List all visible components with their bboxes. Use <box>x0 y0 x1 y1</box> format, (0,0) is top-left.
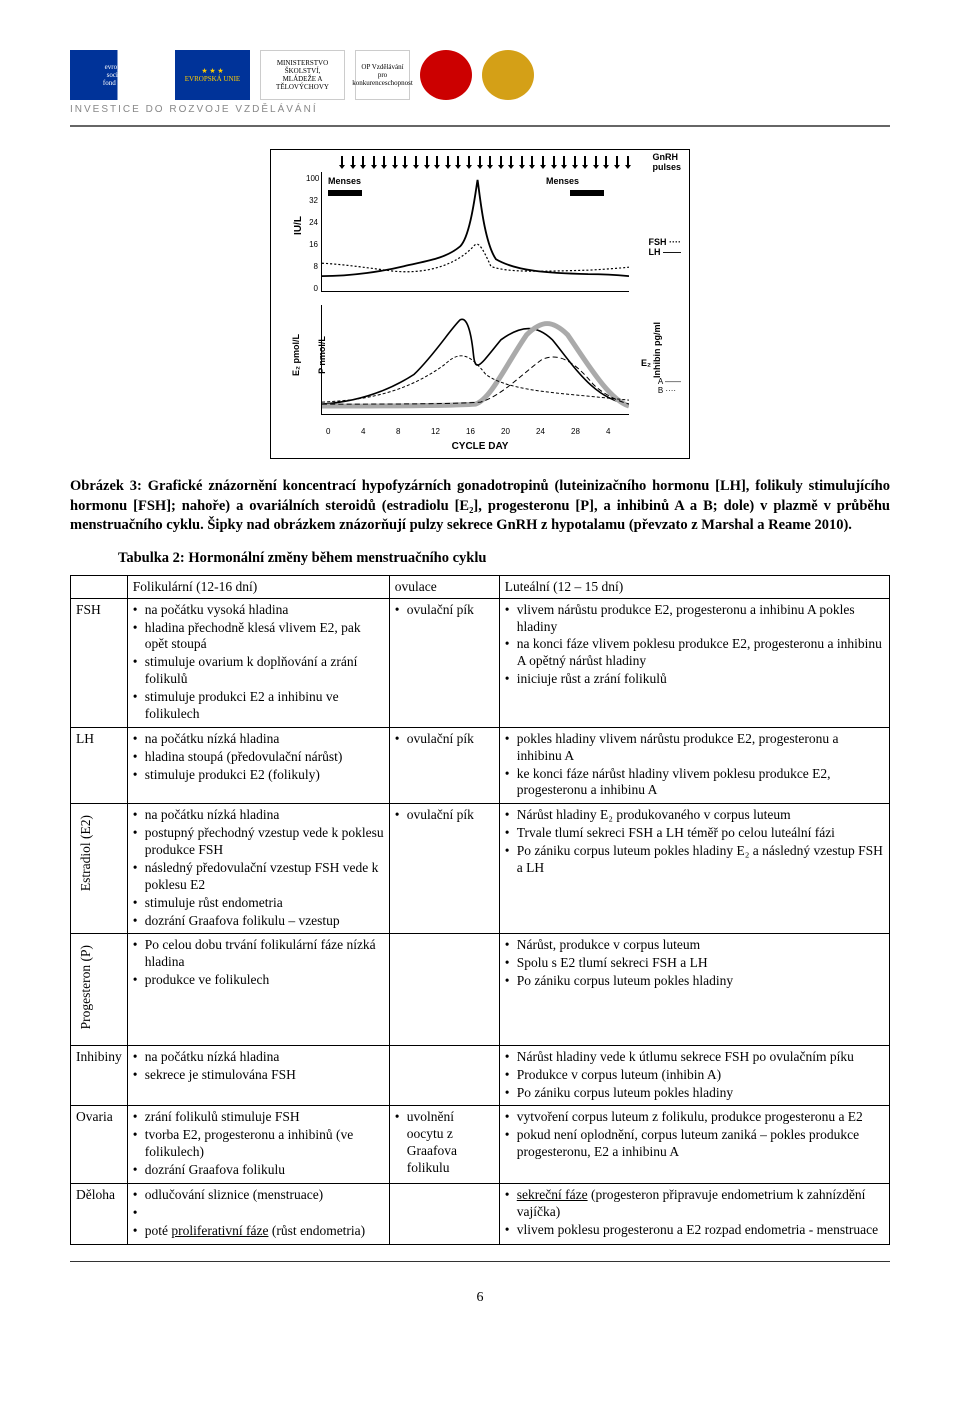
hormone-chart: GnRH pulses Menses Menses IU/L FSH ···· … <box>270 149 690 459</box>
chart-lower-panel <box>321 305 629 415</box>
logo-msmt: MINISTERSTVO ŠKOLSTVÍ,MLÁDEŽE A TĚLOVÝCH… <box>260 50 345 100</box>
y-lower-label-2: P nmol/L <box>317 336 327 374</box>
figure-caption: Obrázek 3: Grafické znázornění koncentra… <box>70 477 890 536</box>
table-title: Tabulka 2: Hormonální změny během menstr… <box>118 550 890 567</box>
table-row: Ovariazrání folikulů stimuluje FSHtvorba… <box>71 1106 890 1184</box>
table-row: Estradiol (E2)na počátku nízká hladinapo… <box>71 804 890 934</box>
logo-uk <box>420 50 472 100</box>
col-folikularni: Folikulární (12-16 dní) <box>127 575 389 598</box>
logo-esf: evropskýsociálnífond v ČR <box>70 50 165 100</box>
table-row: Inhibinyna počátku nízká hladinasekrece … <box>71 1045 890 1106</box>
hormone-table: Folikulární (12-16 dní) ovulace Luteální… <box>70 575 890 1245</box>
logo-medica <box>482 50 534 100</box>
header-rule <box>70 125 890 127</box>
fsh-lh-legend: FSH ···· LH —— <box>649 238 682 258</box>
y-upper-label: IU/L <box>293 216 304 235</box>
table-header-row: Folikulární (12-16 dní) ovulace Luteální… <box>71 575 890 598</box>
e2-legend: E₂ <box>641 358 651 368</box>
y-right-label: Inhibin pg/ml <box>652 322 662 378</box>
logo-eu: ★ ★ ★EVROPSKÁ UNIE <box>175 50 250 100</box>
header-caption: INVESTICE DO ROZVOJE VZDĚLÁVÁNÍ <box>70 104 890 115</box>
table-row: LHna počátku nízká hladinahladina stoupá… <box>71 727 890 804</box>
header-logos: evropskýsociálnífond v ČR ★ ★ ★EVROPSKÁ … <box>70 50 890 100</box>
gnrh-label: GnRH pulses <box>652 152 681 172</box>
page-number: 6 <box>70 1290 890 1306</box>
lower-curves <box>322 305 629 414</box>
col-ovulace: ovulace <box>389 575 499 598</box>
logo-op: OP Vzdělávánípro konkurenceschopnost <box>355 50 410 100</box>
x-axis-label: CYCLE DAY <box>271 441 689 452</box>
ab-legend: A —— B ···· <box>658 378 681 396</box>
table-row: Dělohaodlučování sliznice (menstruace) p… <box>71 1183 890 1244</box>
y-lower-label-1: E₂ pmol/L <box>291 334 301 376</box>
table-row: FSHna počátku vysoká hladinahladina přec… <box>71 598 890 727</box>
upper-curves <box>322 172 629 291</box>
footer-rule <box>70 1261 890 1262</box>
table-row: Progesteron (P)Po celou dobu trvání foli… <box>71 934 890 1045</box>
col-lutealni: Luteální (12 – 15 dní) <box>499 575 889 598</box>
chart-upper-panel: Menses Menses <box>321 172 629 292</box>
